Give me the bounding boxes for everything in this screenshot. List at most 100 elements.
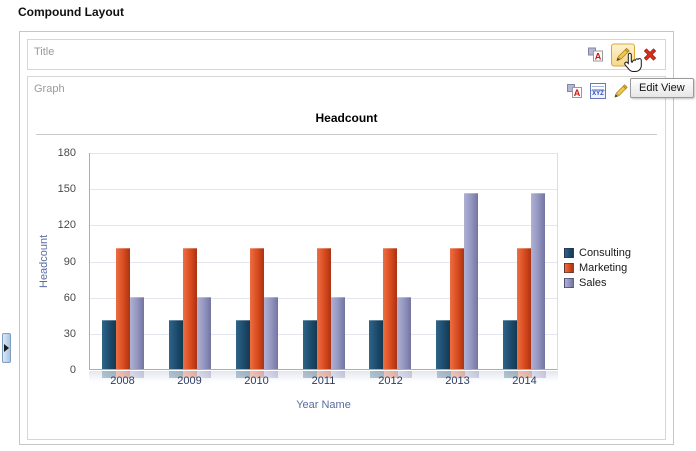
y-axis-ticks: 180 150 120 90 60 30 0 <box>28 147 83 376</box>
y-tick-label: 0 <box>69 364 76 376</box>
bar-sales-2013[interactable] <box>463 193 478 369</box>
bar-reflection <box>182 371 197 378</box>
bar-sales-2014[interactable] <box>530 193 545 369</box>
bar-reflection <box>397 371 412 378</box>
legend-label: Marketing <box>579 262 628 274</box>
bar-reflection <box>235 371 250 378</box>
legend-swatch <box>564 248 574 258</box>
title-view-label: Title <box>34 46 55 58</box>
graph-view-label: Graph <box>34 83 65 95</box>
bar-reflection <box>302 371 317 378</box>
bar-reflection <box>316 371 331 378</box>
bar-reflection <box>249 371 264 378</box>
delete-view-button[interactable] <box>642 47 658 63</box>
bar-reflection <box>450 371 465 378</box>
bar-reflection <box>101 371 116 378</box>
x-axis-categories: 2008 2009 2010 2011 2012 2013 2014 <box>89 375 558 387</box>
y-tick-label: 90 <box>63 255 76 268</box>
reflection-group-2010 <box>223 371 290 382</box>
bar-reflection <box>129 371 144 378</box>
x-category-label: 2010 <box>244 375 269 387</box>
bar-marketing-2013[interactable] <box>449 248 464 369</box>
bar-reflection <box>369 371 384 378</box>
graph-properties-rows <box>592 86 604 92</box>
bar-reflections <box>89 371 558 382</box>
bar-reflection <box>517 371 532 378</box>
bar-sales-2012[interactable] <box>397 296 412 369</box>
legend-label: Consulting <box>579 247 631 259</box>
legend-item: Marketing <box>564 262 631 274</box>
bar-marketing-2010[interactable] <box>249 248 264 369</box>
bar-sales-2008[interactable] <box>130 296 145 369</box>
bar-reflection <box>196 371 211 378</box>
title-view: Title A <box>27 39 666 70</box>
bar-sales-2011[interactable] <box>330 296 345 369</box>
legend-item: Consulting <box>564 247 631 259</box>
bar-consulting-2011[interactable] <box>302 319 317 369</box>
bar-consulting-2008[interactable] <box>102 319 117 369</box>
format-letter: A <box>572 87 582 98</box>
page-title: Compound Layout <box>18 5 124 19</box>
bar-group-2012 <box>357 153 424 369</box>
bar-consulting-2009[interactable] <box>169 319 184 369</box>
legend-swatch <box>564 263 574 273</box>
graph-properties-icon[interactable]: XYZ <box>590 83 606 99</box>
format-container-icon[interactable]: A <box>567 83 583 99</box>
bar-reflection <box>436 371 451 378</box>
bar-reflection <box>168 371 183 378</box>
bar-reflection <box>330 371 345 378</box>
chart-title: Headcount <box>315 111 378 125</box>
legend-swatch <box>564 278 574 288</box>
bar-reflection <box>383 371 398 378</box>
format-letter: A <box>593 50 603 62</box>
bar-group-2011 <box>290 153 357 369</box>
gridline <box>90 225 557 227</box>
plot-area <box>89 153 558 370</box>
chart-legend: Consulting Marketing Sales <box>564 247 631 292</box>
delete-x-icon <box>643 48 657 61</box>
x-category-label: 2009 <box>177 375 202 387</box>
edit-view-tooltip: Edit View <box>630 78 694 98</box>
reflection-group-2009 <box>156 371 223 382</box>
bar-sales-2009[interactable] <box>197 296 212 369</box>
bar-consulting-2014[interactable] <box>502 319 517 369</box>
bar-reflection <box>464 371 479 378</box>
x-category-label: 2008 <box>110 375 135 387</box>
y-tick-label: 150 <box>57 183 76 196</box>
bar-consulting-2012[interactable] <box>369 319 384 369</box>
legend-label: Sales <box>579 277 607 289</box>
bar-marketing-2014[interactable] <box>516 248 531 369</box>
bar-group-2014 <box>490 153 557 369</box>
x-category-label: 2013 <box>445 375 470 387</box>
x-axis-title: Year Name <box>296 399 351 411</box>
bar-marketing-2012[interactable] <box>383 248 398 369</box>
panel-expander-handle[interactable] <box>2 333 11 363</box>
bar-group-2009 <box>157 153 224 369</box>
legend-item: Sales <box>564 277 631 289</box>
bar-group-2013 <box>424 153 491 369</box>
bar-reflection <box>115 371 130 378</box>
gridline <box>90 189 557 191</box>
edit-graph-button[interactable] <box>613 83 629 99</box>
graph-view: Graph A XYZ Hea <box>27 76 666 440</box>
bar-consulting-2013[interactable] <box>435 319 450 369</box>
bar-sales-2010[interactable] <box>263 296 278 369</box>
reflection-group-2011 <box>290 371 357 382</box>
x-category-label: 2012 <box>378 375 403 387</box>
gridline <box>90 153 557 154</box>
bar-marketing-2011[interactable] <box>316 248 331 369</box>
cursor-pointer-icon <box>624 52 642 72</box>
bar-layer <box>90 153 557 369</box>
y-tick-label: 180 <box>57 147 76 159</box>
reflection-group-2012 <box>357 371 424 382</box>
bar-consulting-2010[interactable] <box>235 319 250 369</box>
bar-marketing-2009[interactable] <box>183 248 198 369</box>
edit-pencil-icon <box>616 47 630 61</box>
bar-group-2010 <box>223 153 290 369</box>
graph-view-toolbar: A XYZ <box>567 83 629 99</box>
bar-marketing-2008[interactable] <box>116 248 131 369</box>
format-container-icon[interactable]: A <box>588 47 604 63</box>
y-tick-label: 30 <box>63 327 76 340</box>
bar-reflection <box>503 371 518 378</box>
